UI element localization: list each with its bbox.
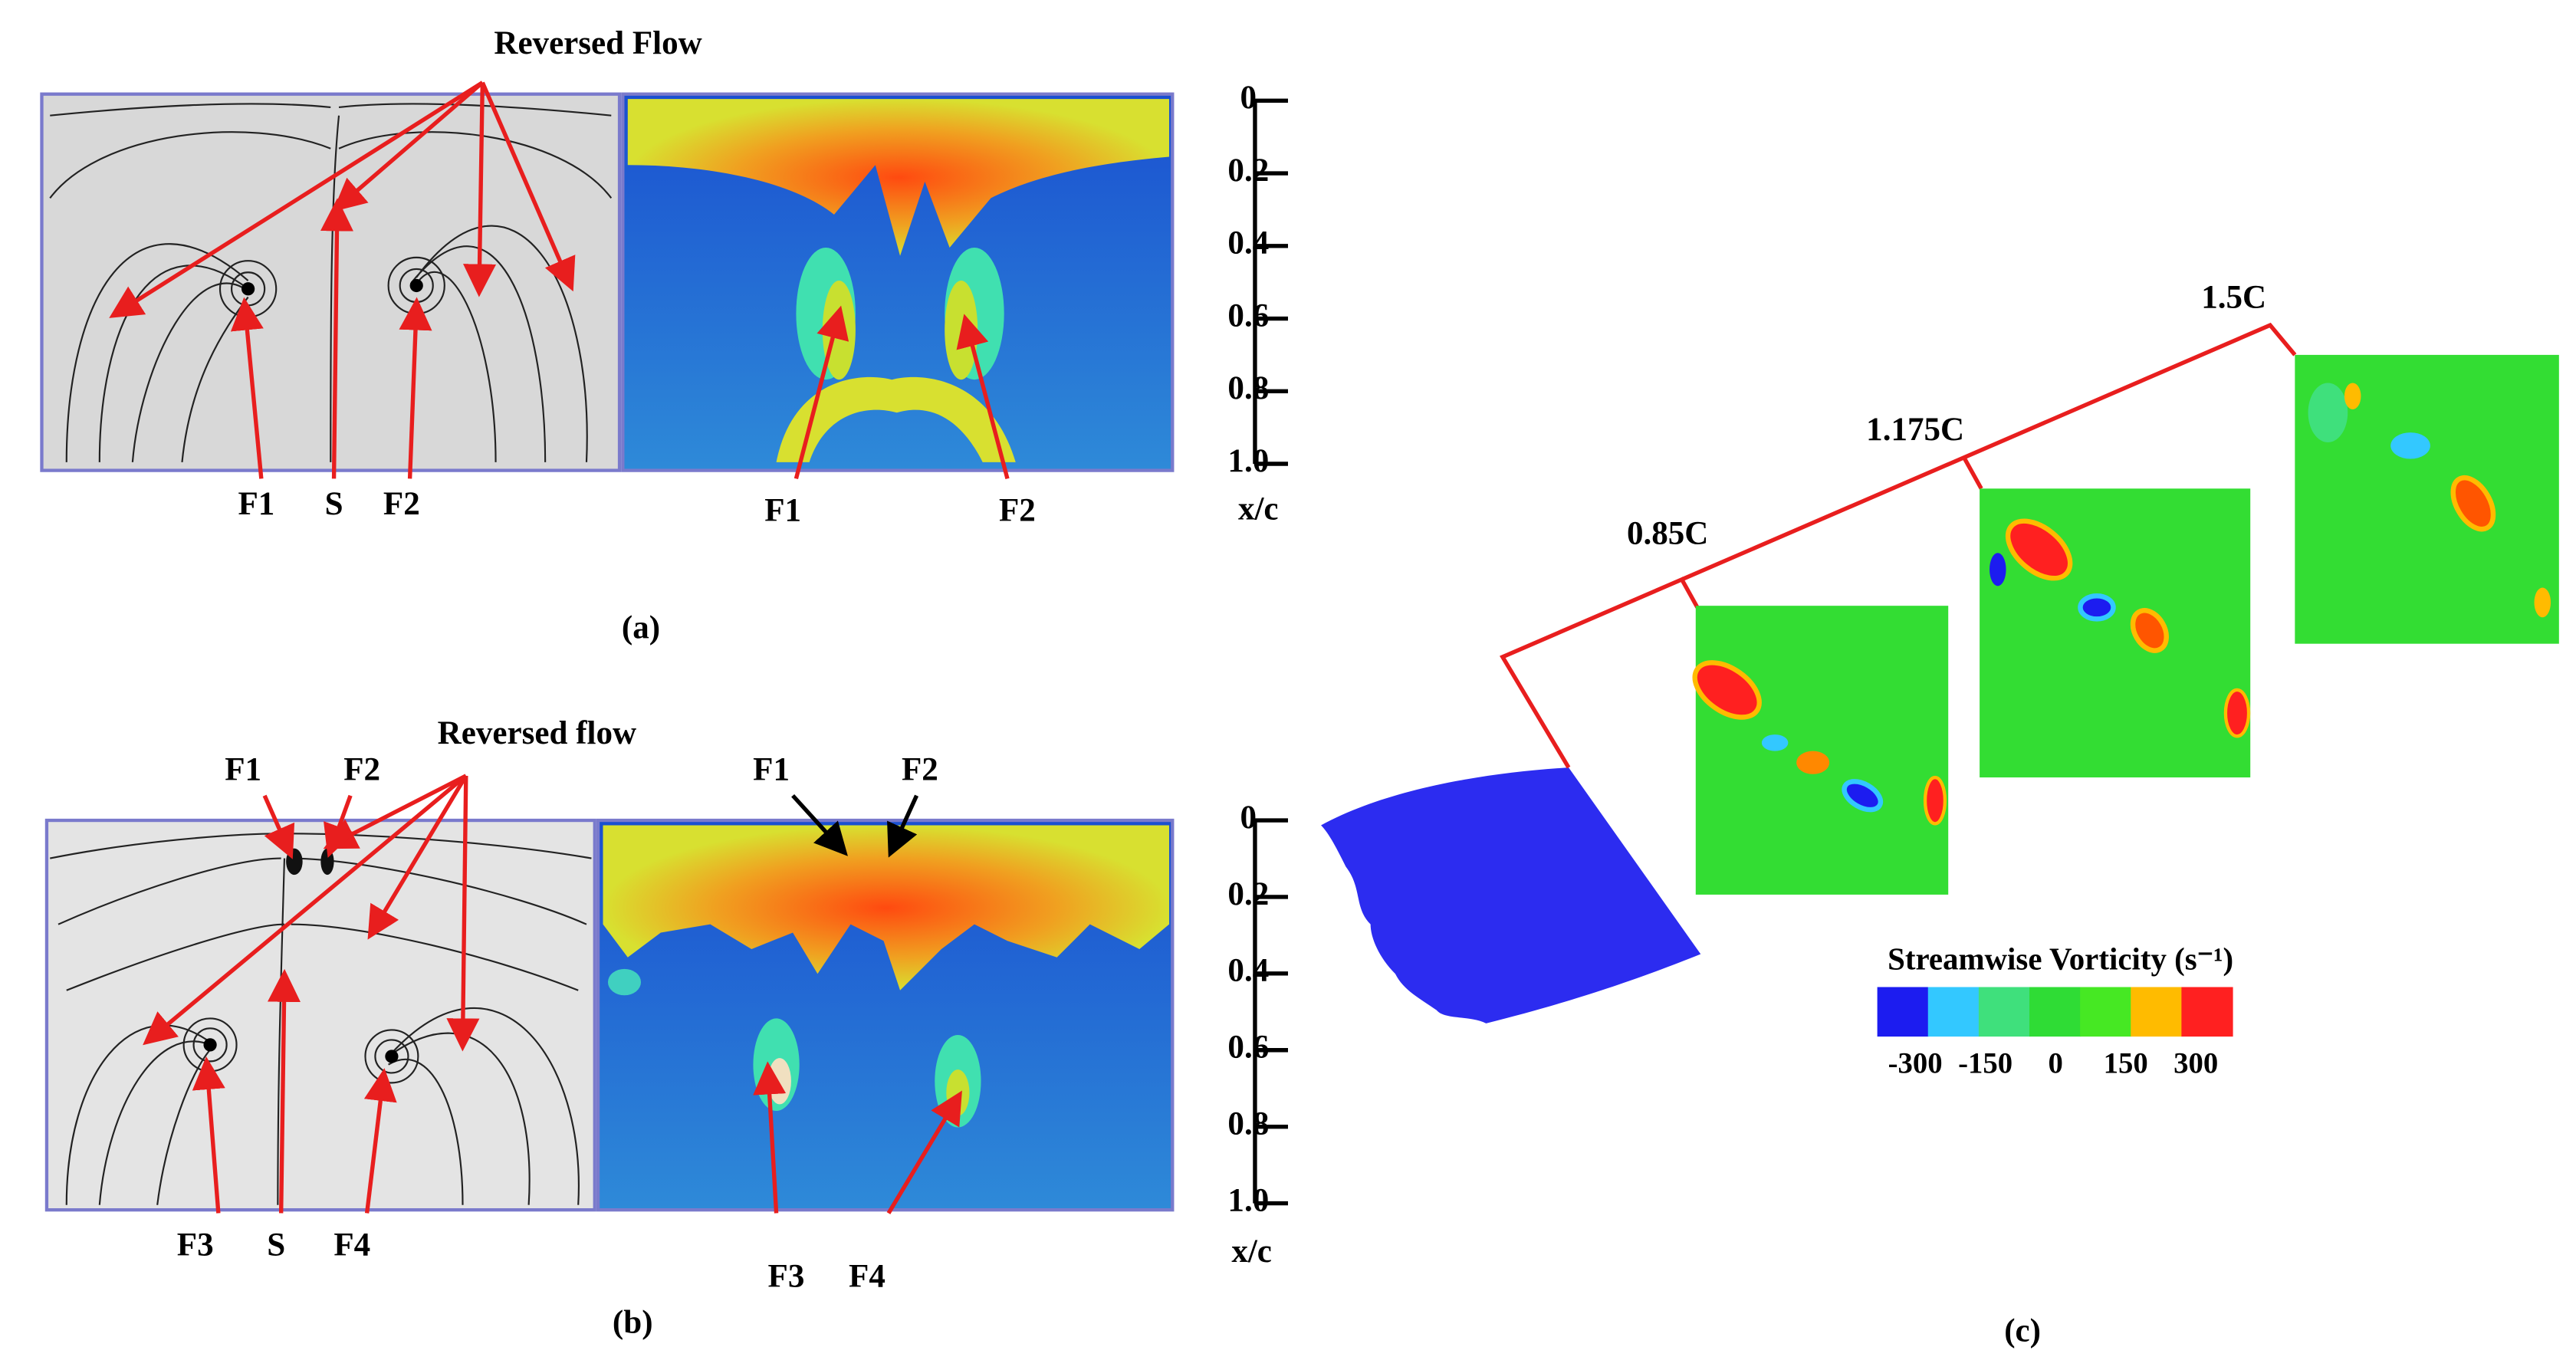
station-label: 1.5C — [2201, 280, 2266, 316]
tick-label: 0.8 — [1227, 1106, 1269, 1142]
tick-label: 0.6 — [1227, 297, 1269, 333]
colorbar-swatch — [2181, 987, 2233, 1037]
point-label: S — [325, 486, 343, 522]
colorbar-swatch — [1927, 987, 1980, 1037]
colorbar-swatch — [2131, 987, 2183, 1037]
point-label: F3 — [177, 1227, 214, 1263]
point-label: F2 — [999, 492, 1036, 528]
colorbar-title: Streamwise Vorticity (s⁻¹) — [1888, 942, 2233, 977]
annotation: Reversed flow — [438, 715, 636, 751]
wing — [1321, 767, 1701, 1023]
colorbar-label: 150 — [2104, 1047, 2148, 1080]
tick-label: 0.8 — [1227, 370, 1269, 406]
colorbar-swatch — [1877, 987, 1929, 1037]
tick-label: 0.6 — [1227, 1030, 1269, 1066]
point-label: F2 — [383, 486, 420, 522]
point-label: F3 — [768, 1258, 805, 1294]
tick-label: 0.2 — [1227, 876, 1269, 912]
colorbar-swatch — [2080, 987, 2132, 1037]
station-label: 1.175C — [1866, 412, 1964, 448]
station-lines — [1500, 322, 2297, 769]
colorbar-label: -300 — [1888, 1047, 1943, 1080]
caption: (c) — [2004, 1313, 2041, 1349]
point-label: F1 — [753, 751, 790, 787]
panel-c: 0.85C 1.175C 1.5C Streamwise Vorticity (… — [1321, 280, 2559, 1080]
tick-label: 0.4 — [1227, 953, 1269, 989]
panel-a: Reversed Flow — [40, 25, 1175, 480]
point-label: F1 — [238, 486, 274, 522]
colorbar-label: -150 — [1958, 1047, 2013, 1080]
tick-label: 0 — [1240, 800, 1257, 836]
colorbar-swatch — [2029, 987, 2082, 1037]
tick-label: 1.0 — [1227, 1182, 1269, 1218]
point-label: F2 — [343, 751, 380, 787]
station-label: 0.85C — [1627, 516, 1708, 552]
point-label: S — [267, 1227, 285, 1263]
colorbar-label: 0 — [2048, 1047, 2062, 1080]
axis-label: x/c — [1231, 1234, 1272, 1270]
tick-label: 0.2 — [1227, 153, 1269, 189]
colorbar-label: 300 — [2174, 1047, 2218, 1080]
point-label: F2 — [902, 751, 938, 787]
caption: (a) — [622, 609, 660, 646]
point-label: F1 — [764, 492, 801, 528]
axis-label: x/c — [1238, 491, 1279, 527]
point-label: F4 — [334, 1227, 370, 1263]
annotation: Reversed Flow — [494, 25, 702, 61]
colorbar: -300 -150 0 150 300 — [1877, 987, 2233, 1080]
panel-b: Reversed flow — [44, 715, 1175, 1214]
colorbar-swatch — [1978, 987, 2031, 1037]
caption: (b) — [613, 1305, 653, 1341]
streamline-plot — [44, 818, 596, 1212]
point-label: F1 — [225, 751, 261, 787]
tick-label: 0 — [1240, 80, 1257, 116]
vorticity-slices — [1692, 354, 2559, 895]
point-label: F4 — [849, 1258, 886, 1294]
tick-label: 1.0 — [1227, 443, 1269, 479]
tick-label: 0.4 — [1227, 225, 1269, 261]
